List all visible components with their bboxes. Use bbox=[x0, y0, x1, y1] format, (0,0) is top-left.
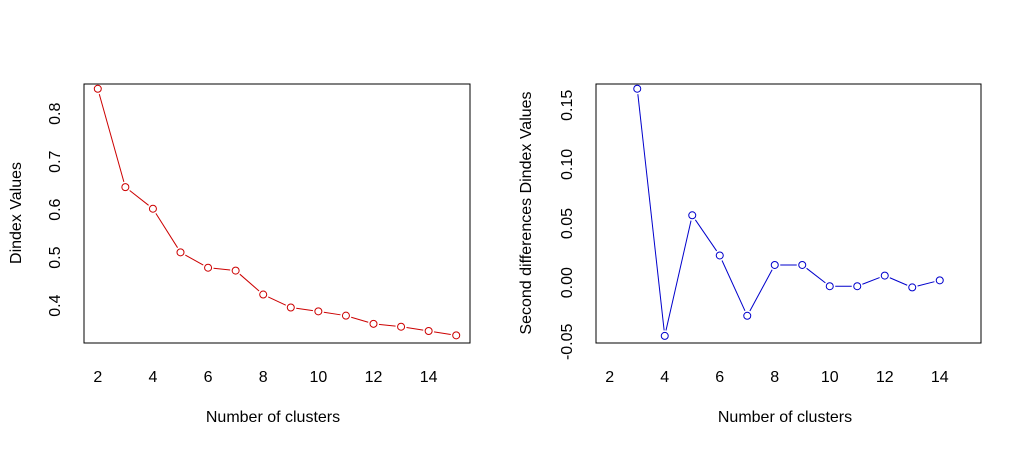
right-y-axis-label: Second differences Dindex Values bbox=[518, 91, 535, 334]
left-series-segment bbox=[351, 316, 369, 323]
right-data-point bbox=[798, 260, 807, 269]
right-series-segment bbox=[889, 277, 908, 286]
left-data-point bbox=[93, 84, 102, 93]
right-series-segment bbox=[694, 219, 718, 252]
left-data-point bbox=[259, 290, 268, 299]
left-y-tick-label: 0.6 bbox=[47, 198, 64, 220]
right-x-tick-label: 8 bbox=[770, 369, 779, 386]
right-x-tick-label: 4 bbox=[660, 369, 669, 386]
left-data-point bbox=[314, 307, 323, 316]
right-data-point bbox=[880, 271, 889, 280]
left-series-segment bbox=[129, 190, 149, 206]
right-series-blue bbox=[633, 84, 944, 340]
left-data-point bbox=[452, 331, 461, 340]
left-data-point bbox=[121, 183, 130, 192]
right-data-point bbox=[825, 282, 834, 291]
right-series-segment bbox=[806, 267, 826, 284]
left-y-tick-label: 0.5 bbox=[47, 246, 64, 268]
left-series-segment bbox=[155, 213, 178, 248]
left-y-axis-label: Dindex Values bbox=[8, 162, 25, 264]
right-data-point bbox=[633, 84, 642, 93]
left-data-point bbox=[397, 322, 406, 331]
left-data-point bbox=[148, 204, 157, 213]
right-data-point bbox=[908, 283, 917, 292]
left-data-point bbox=[424, 327, 433, 336]
left-data-point bbox=[341, 311, 350, 320]
left-chart-panel: Number of clusters Dindex Values 2 4 6 8 10 1… bbox=[8, 83, 471, 426]
left-x-tick-label: 4 bbox=[148, 369, 157, 386]
left-x-tick-label: 12 bbox=[365, 369, 383, 386]
left-series-segment bbox=[433, 331, 451, 335]
left-data-point bbox=[231, 266, 240, 275]
left-series-segment bbox=[323, 311, 341, 316]
left-data-point bbox=[204, 263, 213, 272]
left-y-tick-label: 0.4 bbox=[47, 294, 64, 316]
right-series-segment bbox=[917, 281, 935, 287]
right-series-segment bbox=[862, 277, 880, 285]
left-series-segment bbox=[296, 307, 313, 312]
left-x-tick-label: 10 bbox=[309, 369, 327, 386]
right-x-tick-label: 14 bbox=[931, 369, 949, 386]
right-x-tick-label: 6 bbox=[715, 369, 724, 386]
left-series-segment bbox=[406, 327, 424, 331]
left-data-point bbox=[286, 303, 295, 312]
right-y-tick-label: 0.05 bbox=[559, 208, 576, 239]
right-series-segment bbox=[665, 220, 692, 331]
right-y-tick-label: 0.10 bbox=[559, 149, 576, 180]
right-y-tick-label: 0.15 bbox=[559, 90, 576, 121]
left-x-tick-label: 2 bbox=[93, 369, 102, 386]
left-series-segment bbox=[213, 267, 231, 271]
left-data-point bbox=[176, 248, 185, 257]
right-data-point bbox=[660, 331, 669, 340]
right-data-point bbox=[743, 311, 752, 320]
right-x-axis-label: Number of clusters bbox=[718, 409, 852, 426]
right-y-tick-label: 0.00 bbox=[559, 267, 576, 298]
right-series-segment bbox=[637, 94, 665, 331]
right-data-point bbox=[770, 260, 779, 269]
left-plot-frame bbox=[83, 83, 471, 344]
right-plot-frame bbox=[595, 83, 982, 344]
left-x-tick-label: 6 bbox=[204, 369, 213, 386]
left-y-tick-label: 0.8 bbox=[47, 103, 64, 125]
right-data-point bbox=[935, 276, 944, 285]
right-x-tick-label: 10 bbox=[821, 369, 839, 386]
right-chart-panel: Number of clusters Second differences Di… bbox=[518, 83, 982, 426]
left-axis-ticks: 2 4 6 8 10 12 14 0.4 0.5 0.6 0.7 0.8 bbox=[47, 103, 438, 386]
left-series-red bbox=[93, 84, 461, 340]
left-x-tick-label: 14 bbox=[420, 369, 438, 386]
right-series-segment bbox=[749, 269, 773, 312]
left-series-segment bbox=[239, 273, 260, 292]
left-series-segment bbox=[185, 254, 204, 266]
right-data-point bbox=[688, 211, 697, 220]
right-series-segment bbox=[721, 260, 746, 312]
right-data-point bbox=[715, 251, 724, 260]
left-series-segment bbox=[378, 323, 396, 327]
right-data-point bbox=[853, 282, 862, 291]
left-series-segment bbox=[98, 93, 125, 182]
left-y-tick-label: 0.7 bbox=[47, 150, 64, 172]
left-data-point bbox=[369, 319, 378, 328]
left-x-axis-label: Number of clusters bbox=[206, 409, 340, 426]
right-x-tick-label: 2 bbox=[605, 369, 614, 386]
left-series-segment bbox=[267, 296, 287, 306]
right-x-tick-label: 12 bbox=[876, 369, 894, 386]
right-axis-ticks: 2 4 6 8 10 12 14 -0.05 0.00 0.05 0.10 0.15 bbox=[559, 90, 949, 386]
left-x-tick-label: 8 bbox=[259, 369, 268, 386]
right-y-tick-label: -0.05 bbox=[559, 323, 576, 360]
